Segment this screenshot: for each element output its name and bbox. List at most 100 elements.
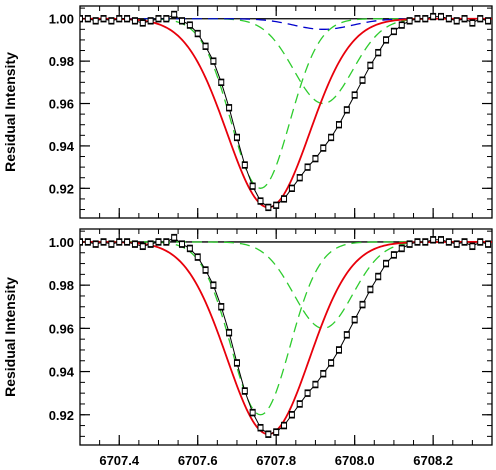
data-point (218, 303, 225, 311)
data-marker (84, 238, 91, 245)
data-marker (155, 15, 162, 22)
data-marker (485, 17, 492, 24)
data-marker (131, 17, 138, 24)
data-point (147, 240, 154, 248)
data-marker (304, 390, 311, 397)
data-point (288, 411, 295, 419)
data-point (453, 240, 460, 248)
data-marker (179, 17, 186, 24)
data-marker (257, 424, 264, 431)
data-marker (414, 238, 421, 245)
data-point (226, 328, 233, 337)
data-point (124, 15, 131, 23)
data-marker (406, 241, 413, 248)
y-tick-label: 0.98 (49, 54, 74, 69)
data-point (163, 15, 170, 23)
data-point (241, 387, 248, 395)
data-marker (100, 238, 107, 245)
panel-1: 0.92 0.94 0.96 0.98 1.00 Residual Intensity (2, 5, 493, 219)
data-marker (186, 245, 193, 252)
data-point (320, 369, 327, 378)
data-point (383, 259, 390, 268)
series-fit (80, 17, 492, 209)
data-marker (241, 388, 248, 394)
data-marker (171, 234, 178, 241)
data-point (84, 15, 91, 23)
data-point (194, 29, 201, 38)
data-marker (351, 92, 358, 99)
data-point (477, 15, 484, 23)
y-tick-label: 0.94 (49, 139, 75, 154)
data-point (108, 240, 115, 248)
data-marker (147, 17, 154, 24)
data-point (202, 42, 209, 50)
data-point (186, 244, 193, 253)
data-marker (430, 13, 437, 20)
data-point (80, 15, 83, 23)
data-point (281, 195, 288, 203)
data-point (477, 238, 484, 246)
data-point (437, 12, 444, 21)
data-marker (194, 30, 201, 37)
data-marker (383, 260, 390, 267)
data-marker (453, 17, 460, 24)
data-point (202, 266, 209, 274)
data-marker (328, 134, 335, 141)
data-marker (163, 238, 170, 245)
data-point (406, 240, 413, 248)
data-marker (249, 409, 256, 416)
data-point (210, 281, 217, 289)
data-marker (296, 174, 303, 181)
data-marker (281, 195, 288, 202)
data-marker (233, 359, 240, 366)
data-marker (241, 162, 248, 168)
data-point (92, 17, 99, 25)
data-point (163, 238, 170, 246)
plot-frame (79, 228, 493, 446)
data-marker (273, 429, 280, 436)
y-tick-label: 0.94 (49, 365, 75, 380)
data-point (265, 430, 272, 438)
data-marker (249, 183, 256, 190)
data-point (328, 359, 335, 367)
data-marker (265, 431, 272, 438)
series-component-1 (80, 18, 492, 189)
data-point (100, 238, 107, 246)
data-point (422, 238, 429, 246)
x-tick-label: 6707.8 (256, 453, 296, 468)
data-point (288, 184, 295, 192)
data-point (100, 15, 107, 23)
data-point (430, 12, 437, 21)
data-point (304, 389, 311, 397)
x-tick-label: 6707.6 (178, 453, 218, 468)
data-marker (469, 19, 476, 26)
plot-area (80, 10, 492, 212)
data-marker (312, 381, 319, 388)
data-point (367, 285, 374, 294)
data-marker (320, 370, 327, 377)
data-marker (343, 106, 350, 113)
data-point (210, 57, 217, 65)
data-point (383, 36, 390, 44)
data-marker (84, 15, 91, 22)
data-point (390, 251, 397, 259)
data-point (249, 408, 256, 417)
data-marker (139, 19, 146, 26)
data-point (233, 133, 240, 142)
data-marker (328, 359, 335, 366)
data-marker (92, 241, 99, 248)
data-marker (186, 22, 193, 29)
data-point (351, 91, 358, 99)
data-point (430, 236, 437, 244)
data-marker (171, 11, 178, 18)
x-tick-label: 6707.4 (99, 453, 140, 468)
data-marker (422, 238, 429, 245)
data-point (469, 242, 476, 251)
data-marker (304, 164, 311, 171)
data-point (80, 238, 83, 246)
data-point (108, 17, 115, 25)
data-marker (390, 28, 397, 35)
data-point (406, 17, 413, 25)
data-marker (210, 282, 217, 289)
data-point (485, 240, 492, 248)
